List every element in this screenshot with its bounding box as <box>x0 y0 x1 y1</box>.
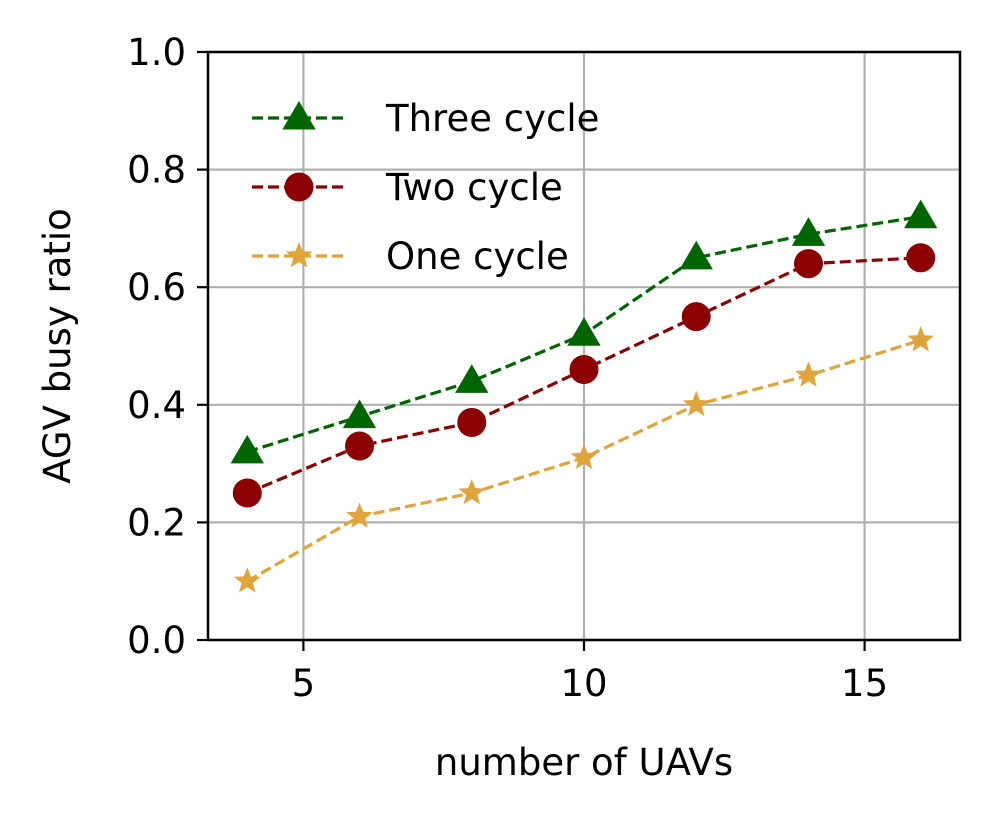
data-point-one-cycle <box>233 567 261 593</box>
data-point-one-cycle <box>682 390 710 417</box>
data-point-three-cycle <box>230 434 264 464</box>
y-tick-label: 0.8 <box>127 149 186 192</box>
data-point-three-cycle <box>904 199 938 229</box>
data-point-two-cycle <box>457 407 487 437</box>
x-axis-title: number of UAVs <box>435 741 733 784</box>
legend-item-two-cycle: Two cycle <box>252 166 563 209</box>
y-axis-title: AGV busy ratio <box>36 208 79 484</box>
data-point-three-cycle <box>791 217 826 246</box>
data-point-two-cycle <box>232 478 262 508</box>
data-point-one-cycle <box>458 479 486 505</box>
data-point-two-cycle <box>793 249 823 279</box>
data-point-three-cycle <box>567 317 601 346</box>
legend-label-one-cycle: One cycle <box>386 235 569 278</box>
y-tick-label: 1.0 <box>127 31 186 74</box>
series-two-cycle <box>232 243 936 508</box>
grid <box>208 50 960 642</box>
legend-label-three-cycle: Three cycle <box>385 97 599 140</box>
x-tick-label: 5 <box>292 662 316 705</box>
series-three-cycle <box>230 199 938 464</box>
data-point-two-cycle <box>906 243 936 273</box>
legend-swatch-one-cycle <box>252 242 346 268</box>
legend-item-three-cycle: Three cycle <box>252 97 599 140</box>
data-point-one-cycle <box>346 502 373 528</box>
series-layer <box>230 199 938 593</box>
legend-marker <box>285 242 313 268</box>
y-tick-label: 0.0 <box>127 619 186 662</box>
y-tick-label: 0.4 <box>127 384 186 427</box>
data-point-three-cycle <box>342 399 377 429</box>
legend-swatch-three-cycle <box>252 101 346 130</box>
y-tick-label: 0.2 <box>127 501 186 544</box>
legend-marker <box>282 101 316 130</box>
ticks: 5 10 15 0.0 0.2 0.4 0.6 0.8 1.0 <box>127 31 888 705</box>
data-point-two-cycle <box>681 302 711 332</box>
x-tick-label: 15 <box>841 662 888 705</box>
data-point-three-cycle <box>455 364 489 393</box>
data-point-two-cycle <box>345 431 375 461</box>
data-point-three-cycle <box>679 240 713 270</box>
legend-label-two-cycle: Two cycle <box>385 166 563 209</box>
data-point-one-cycle <box>907 326 935 352</box>
data-point-one-cycle <box>570 443 598 470</box>
legend-marker <box>284 172 314 202</box>
series-one-cycle <box>233 326 935 593</box>
legend-swatch-two-cycle <box>252 172 346 202</box>
x-tick-label: 10 <box>560 662 607 705</box>
y-tick-label: 0.6 <box>127 266 186 309</box>
legend-item-one-cycle: One cycle <box>252 235 569 278</box>
data-point-two-cycle <box>569 355 599 385</box>
data-point-one-cycle <box>795 361 822 387</box>
legend: Three cycle Two cycle One cycle <box>252 97 599 278</box>
